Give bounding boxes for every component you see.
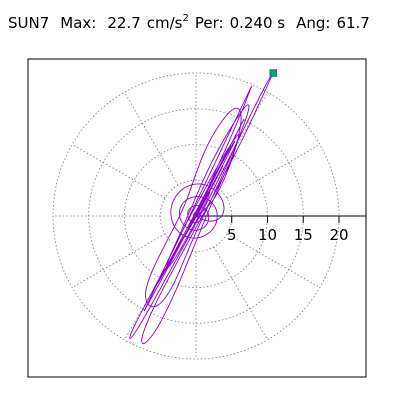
radial-tick-label: 5 bbox=[227, 226, 237, 244]
grid-spoke bbox=[226, 144, 321, 199]
radial-tick-label: 20 bbox=[329, 226, 348, 244]
ang-value: 61.7 bbox=[336, 14, 370, 32]
motion-trace-series-0 bbox=[129, 75, 273, 345]
plot-frame bbox=[27, 58, 367, 378]
motion-trace-group bbox=[129, 75, 273, 345]
grid-spoke bbox=[226, 233, 321, 288]
ang-label: Ang: bbox=[296, 14, 331, 32]
max-marker-group bbox=[269, 69, 277, 77]
grid-spoke bbox=[71, 233, 166, 288]
max-value: 22.7 bbox=[107, 14, 141, 32]
station-name: SUN7 bbox=[8, 14, 50, 32]
grid-spoke bbox=[71, 144, 166, 199]
grid-spoke bbox=[124, 246, 179, 341]
max-unit-exponent: 2 bbox=[182, 13, 189, 24]
per-value: 0.240 s bbox=[229, 14, 286, 32]
max-unit: cm/s bbox=[146, 14, 183, 32]
grid-spoke bbox=[213, 246, 268, 341]
grid-spoke bbox=[213, 91, 268, 186]
radial-tick-label: 15 bbox=[294, 226, 313, 244]
radial-tick-label: 10 bbox=[258, 226, 277, 244]
per-label: Per: bbox=[194, 14, 224, 32]
max-label: Max: bbox=[60, 14, 97, 32]
radial-axis: 5 10 15 20 bbox=[196, 215, 366, 244]
max-amplitude-marker bbox=[269, 69, 277, 77]
chart-header: SUN7 Max: 22.7 cm/s2 Per: 0.240 s Ang: 61.7 bbox=[8, 13, 370, 33]
grid-spoke bbox=[124, 91, 179, 186]
